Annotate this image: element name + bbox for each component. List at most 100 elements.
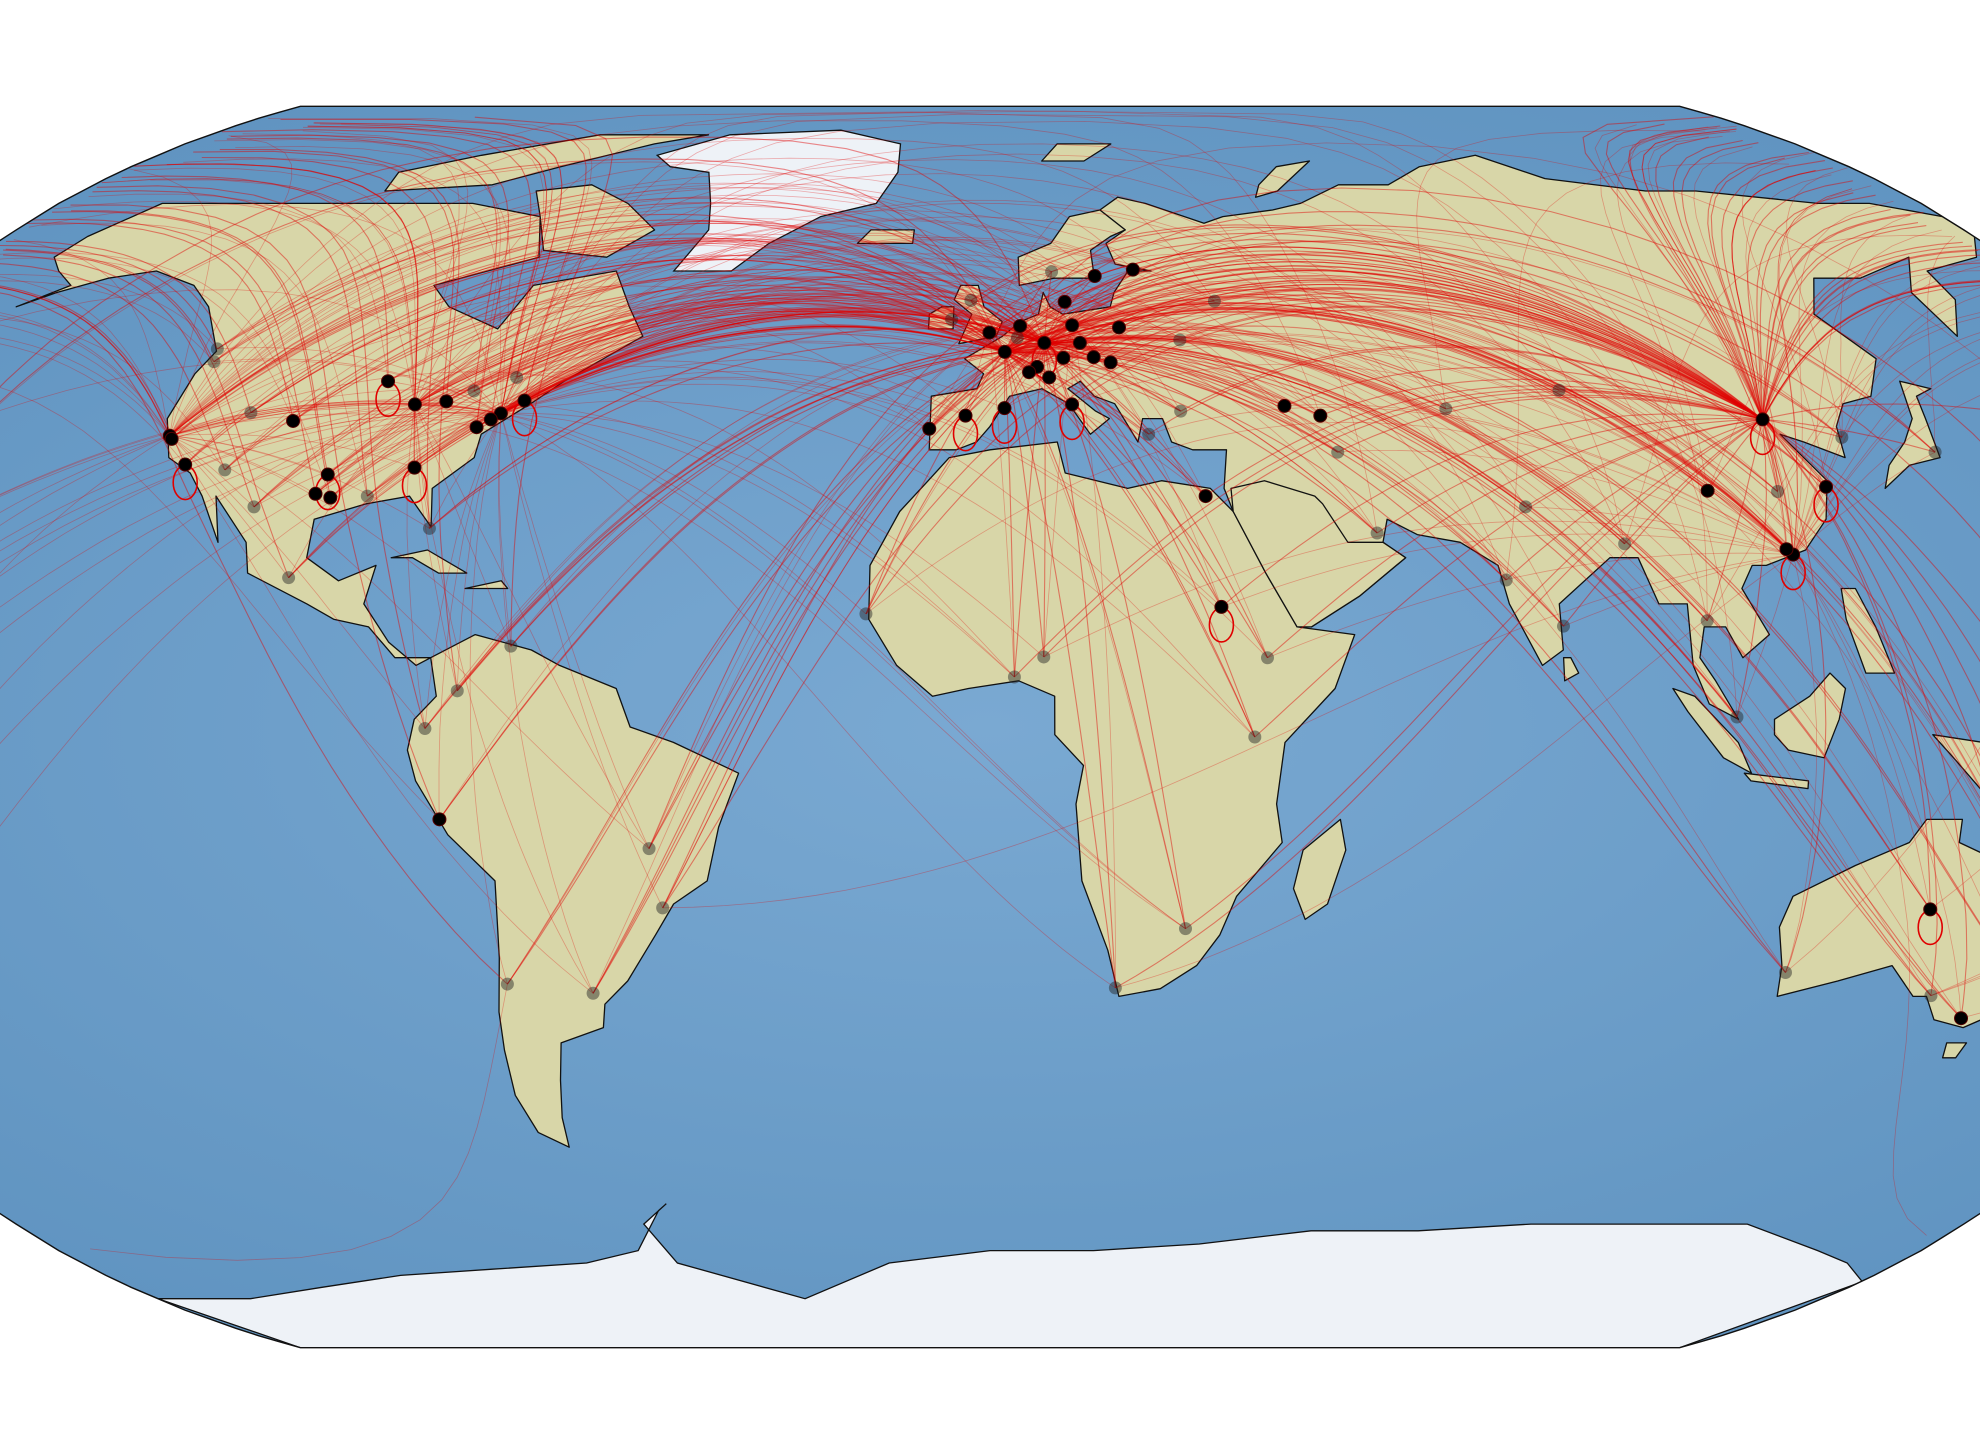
route-arc — [134, 163, 1816, 420]
route-arc — [1004, 351, 1256, 738]
route-arc — [169, 371, 1015, 678]
route-arc — [1004, 339, 1625, 545]
route-arc — [500, 311, 1045, 414]
map-frame — [0, 105, 1980, 1349]
route-arc — [288, 314, 990, 578]
route-arc — [1762, 419, 1968, 1019]
route-arc — [500, 303, 1081, 414]
route-arc — [500, 313, 1018, 414]
route-arc — [3, 249, 1978, 578]
major-node — [1022, 365, 1037, 380]
route-arc — [169, 435, 255, 508]
route-arc — [500, 113, 1738, 718]
route-arc — [201, 156, 1825, 529]
route-arc — [1093, 332, 1794, 555]
route-arc — [1004, 338, 1708, 622]
route-arc — [224, 413, 501, 471]
route-arc — [469, 413, 508, 985]
route-arc — [70, 204, 1891, 820]
route-arc — [1072, 324, 1738, 718]
route-arc — [1180, 345, 1763, 420]
route-arc — [1071, 324, 1150, 435]
route-arc — [500, 315, 990, 414]
route-arc — [516, 313, 1005, 378]
route-arc — [367, 286, 1073, 497]
route-arc — [1762, 418, 1842, 438]
route-arc — [865, 351, 1006, 615]
route-arc — [0, 435, 1980, 1011]
route-arc — [169, 138, 1215, 437]
minor-node — [1556, 619, 1570, 633]
route-arc — [1004, 351, 1206, 497]
route-arc — [1284, 404, 1794, 555]
route-arc — [500, 376, 1222, 608]
route-arc — [329, 298, 1045, 499]
route-arc — [970, 253, 1794, 555]
route-arc — [1063, 325, 1794, 555]
route-arc — [1118, 283, 1763, 420]
route-arc — [0, 279, 1980, 465]
route-arc — [1071, 324, 1268, 658]
route-arc — [1004, 351, 1786, 973]
route-arc — [1044, 342, 1786, 973]
route-arc — [1004, 347, 1962, 1019]
route-arc — [226, 137, 1764, 420]
major-node — [517, 393, 532, 408]
route-arc — [1004, 287, 1763, 420]
major-node — [1198, 489, 1213, 504]
route-arc — [1044, 342, 1285, 407]
route-arc — [388, 380, 502, 414]
landmass-scandinavia-fill — [1017, 209, 1126, 287]
route-arc — [169, 435, 650, 849]
major-node — [1065, 397, 1080, 412]
major-node — [1112, 320, 1127, 335]
route-arc — [476, 325, 1005, 428]
route-arc — [1004, 351, 1285, 407]
route-arc — [438, 351, 1005, 820]
route-arc — [414, 404, 492, 420]
route-arc — [0, 404, 1980, 1011]
route-arc — [217, 182, 1073, 350]
route-arc — [1043, 271, 1053, 343]
minor-node — [244, 406, 258, 420]
route-arc — [1044, 326, 1120, 344]
route-arc — [293, 408, 501, 422]
route-arc — [474, 116, 1764, 647]
route-arc — [1267, 418, 1763, 659]
route-arc — [307, 125, 1763, 420]
route-arc — [1004, 261, 1763, 420]
route-arc — [169, 435, 426, 729]
route-arc — [327, 404, 416, 475]
route-arc — [0, 136, 1045, 564]
route-arc — [250, 258, 1006, 414]
route-arc — [506, 351, 1006, 985]
route-arc — [500, 333, 1030, 414]
route-arc — [217, 197, 1045, 350]
route-arc — [0, 413, 1980, 1019]
route-arc — [414, 110, 1625, 544]
minor-node — [218, 463, 232, 477]
route-arc — [0, 413, 1980, 989]
route-arc — [1118, 313, 1794, 555]
route-arc — [1762, 419, 1931, 910]
major-node — [432, 812, 447, 827]
route-arc — [1071, 363, 1794, 555]
route-arc — [1044, 328, 1980, 989]
route-arc — [476, 292, 1073, 428]
route-arc — [1736, 419, 1767, 718]
route-arc — [490, 315, 990, 420]
route-arc — [169, 240, 1006, 437]
route-arc — [1043, 342, 1116, 988]
route-arc — [1004, 351, 1564, 627]
route-arc — [1072, 324, 1526, 508]
route-arc — [414, 404, 650, 849]
minor-node — [1045, 265, 1059, 279]
route-arc — [951, 318, 1045, 344]
route-arc — [414, 365, 1256, 738]
major-node — [308, 486, 323, 501]
route-arc — [1044, 342, 1094, 358]
route-arc — [414, 346, 966, 416]
route-arc — [169, 435, 594, 994]
route-arc — [1762, 418, 1980, 1011]
route-arc — [387, 268, 1045, 382]
